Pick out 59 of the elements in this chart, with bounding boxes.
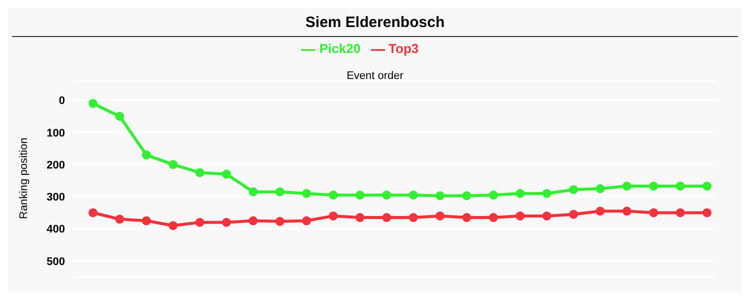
x-axis-title: Event order (346, 70, 404, 82)
point (302, 216, 312, 226)
point (248, 187, 258, 196)
point (88, 98, 98, 108)
y-tick-label: 200 (46, 159, 65, 172)
point (622, 182, 632, 191)
point (649, 182, 658, 191)
point (382, 213, 392, 222)
point (222, 218, 231, 227)
point (408, 190, 418, 200)
y-axis-title: Ranking position (18, 138, 30, 219)
point (115, 112, 124, 121)
point (88, 208, 98, 218)
point (596, 184, 605, 194)
point (436, 211, 445, 220)
y-tick-label: 500 (46, 256, 65, 268)
point (115, 214, 124, 224)
point (248, 216, 258, 226)
point (542, 188, 552, 198)
chart-title: Siem Elderenbosch (12, 8, 738, 37)
point (569, 185, 578, 194)
point (542, 211, 552, 220)
point (488, 213, 498, 222)
point (702, 208, 712, 218)
point (676, 208, 685, 218)
point (142, 150, 151, 160)
point (275, 216, 284, 226)
point (702, 182, 712, 191)
legend-label: Pick20 (319, 41, 361, 56)
y-tick-label: 400 (46, 224, 65, 236)
y-tick-label: 100 (46, 127, 65, 140)
point (569, 210, 578, 219)
point (142, 216, 151, 226)
point (168, 221, 178, 230)
point (222, 170, 231, 179)
point (195, 168, 204, 178)
point (382, 190, 392, 200)
point (275, 187, 284, 196)
point (168, 160, 178, 170)
point (649, 208, 658, 218)
point (328, 190, 338, 200)
point (622, 206, 632, 216)
point (408, 213, 418, 222)
legend-label: Top3 (388, 41, 419, 56)
point (488, 190, 498, 200)
y-tick-label: 300 (46, 192, 65, 204)
point (436, 191, 445, 200)
point (516, 211, 525, 220)
point (462, 213, 472, 222)
point (516, 188, 525, 198)
point (462, 191, 472, 200)
point (596, 206, 605, 216)
point (302, 188, 312, 198)
point (676, 182, 685, 191)
point (328, 211, 338, 220)
point (195, 218, 204, 227)
point (355, 190, 364, 200)
point (355, 213, 364, 222)
y-tick-label: 0 (58, 95, 65, 108)
